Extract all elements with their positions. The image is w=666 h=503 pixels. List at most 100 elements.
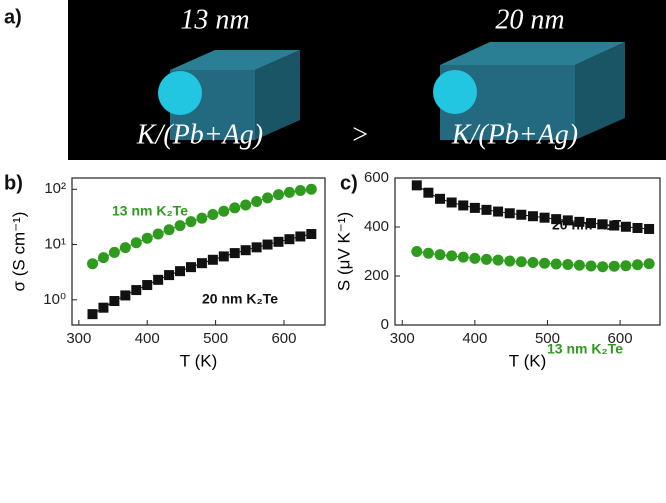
marker [120, 290, 131, 301]
panel-label: c) [340, 172, 358, 194]
y-tick-label: 10⁰ [43, 291, 66, 308]
marker [240, 245, 251, 256]
marker [251, 196, 263, 208]
y-tick-label: 400 [364, 218, 389, 235]
y-tick-label: 10¹ [44, 236, 66, 253]
marker [504, 255, 516, 267]
marker [434, 249, 446, 261]
marker [164, 270, 175, 281]
marker [550, 258, 562, 270]
marker [97, 252, 109, 264]
x-tick-label: 300 [390, 330, 415, 347]
marker [458, 200, 469, 211]
marker [411, 246, 423, 257]
marker [411, 180, 422, 191]
marker [423, 187, 434, 198]
x-axis-label: T (K) [180, 351, 217, 370]
schematic-text: 13 nm [180, 4, 249, 35]
x-tick-label: 600 [608, 330, 633, 347]
marker [457, 251, 469, 263]
marker [516, 209, 527, 220]
panel-label: b) [4, 172, 23, 194]
marker [492, 254, 504, 266]
marker [207, 254, 218, 265]
marker [620, 260, 632, 272]
marker [573, 259, 585, 271]
marker [141, 232, 153, 244]
marker [515, 256, 527, 268]
y-axis-label: σ (S cm⁻¹) [9, 212, 28, 292]
y-tick-label: 200 [364, 267, 389, 284]
marker [131, 285, 142, 296]
marker [480, 253, 492, 265]
marker [527, 211, 538, 222]
series-label: 20 nm K₂Te [202, 291, 278, 307]
y-tick-label: 600 [364, 169, 389, 186]
marker [283, 186, 295, 198]
cube-small [158, 50, 300, 140]
marker [251, 242, 262, 253]
x-tick-label: 600 [271, 330, 296, 347]
marker [229, 248, 240, 259]
panel-label: a) [4, 6, 22, 28]
marker [306, 229, 317, 240]
marker [87, 258, 99, 270]
marker [262, 192, 274, 204]
marker [229, 202, 241, 214]
marker [574, 216, 585, 227]
marker [469, 252, 481, 264]
marker [435, 193, 446, 204]
marker [620, 221, 631, 232]
schematic-text: 20 nm [495, 4, 564, 35]
series-label: 13 nm K₂Te [112, 203, 188, 219]
marker [185, 262, 196, 273]
marker [481, 204, 492, 215]
schematic-text: K/(Pb+Ag) [136, 119, 263, 150]
marker [196, 212, 208, 224]
marker [152, 228, 164, 240]
marker [109, 296, 120, 307]
marker [527, 257, 539, 269]
marker [632, 222, 643, 233]
marker [262, 239, 273, 250]
marker [597, 219, 608, 230]
marker [539, 257, 551, 269]
x-tick-label: 400 [462, 330, 487, 347]
marker [608, 260, 620, 272]
y-tick-label: 0 [381, 316, 389, 333]
marker [174, 220, 186, 232]
marker [130, 237, 142, 249]
marker [644, 223, 655, 234]
marker [551, 214, 562, 225]
schematic-text: > [351, 119, 370, 150]
marker [305, 183, 317, 195]
x-tick-label: 500 [203, 330, 228, 347]
marker [539, 212, 550, 223]
marker [119, 242, 131, 254]
marker [422, 247, 434, 259]
marker [597, 261, 609, 273]
marker [504, 208, 515, 219]
marker [185, 216, 197, 228]
marker [196, 258, 207, 269]
marker [609, 220, 620, 231]
marker [585, 260, 597, 272]
marker [562, 215, 573, 226]
marker [469, 202, 480, 213]
marker [218, 205, 230, 217]
marker [218, 251, 229, 262]
marker [273, 236, 284, 247]
x-tick-label: 500 [535, 330, 560, 347]
marker [207, 208, 219, 220]
marker [586, 218, 597, 229]
marker [175, 266, 186, 277]
plot-frame [71, 177, 326, 326]
marker [273, 189, 285, 201]
marker [295, 231, 306, 242]
y-tick-label: 10² [44, 180, 66, 197]
series-label: 20 nm K₂Te [552, 217, 628, 233]
x-axis-label: T (K) [509, 351, 546, 370]
marker [446, 197, 457, 208]
marker [87, 309, 98, 320]
